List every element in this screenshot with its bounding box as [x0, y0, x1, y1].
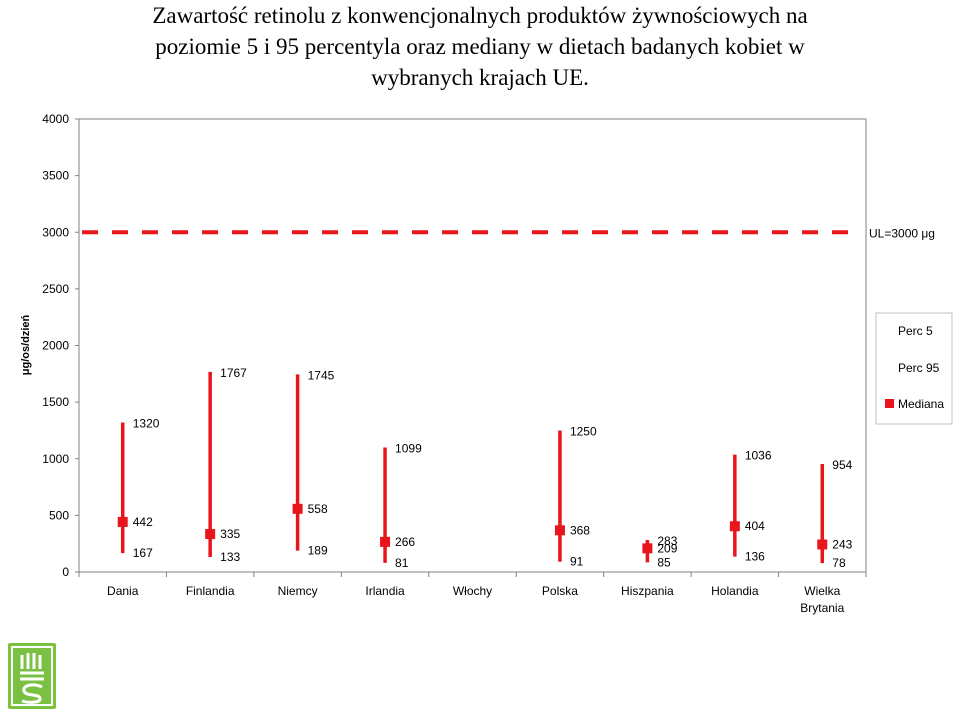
category-label: Niemcy [278, 584, 318, 598]
y-tick-label: 500 [49, 508, 69, 522]
perc5-label: 81 [395, 556, 409, 570]
median-label: 558 [308, 502, 328, 516]
category-label: Dania [107, 584, 139, 598]
perc95-label: 1745 [308, 368, 335, 382]
median-marker [292, 503, 303, 514]
category-label: Finlandia [186, 584, 235, 598]
category-label: Irlandia [365, 584, 405, 598]
median-label: 368 [570, 523, 590, 537]
perc95-label: 1767 [220, 366, 247, 380]
institute-logo [8, 643, 56, 709]
perc5-label: 133 [220, 550, 240, 564]
perc5-label: 85 [657, 555, 671, 569]
plot-area [78, 118, 867, 573]
perc5-label: 189 [308, 544, 328, 558]
y-tick-label: 1000 [42, 452, 69, 466]
perc95-label: 1320 [133, 417, 160, 431]
perc95-label: 1250 [570, 424, 597, 438]
median-label: 243 [832, 537, 852, 551]
median-marker [642, 543, 653, 554]
chart-title-line-1: Zawartość retinolu z konwencjonalnych pr… [152, 3, 808, 28]
category-label: Hiszpania [621, 584, 674, 598]
perc5-label: 91 [570, 555, 584, 569]
median-marker [554, 525, 565, 536]
y-tick-label: 3000 [42, 225, 69, 239]
y-tick-label: 4000 [42, 112, 69, 126]
perc5-label: 136 [745, 550, 765, 564]
category-label: Polska [542, 584, 578, 598]
median-label: 404 [745, 519, 765, 533]
range-chart: 0 500 1000 1500 2000 2500 3000 3500 4000 μg/os/dz… [20, 112, 953, 615]
category-label: Brytania [800, 601, 844, 615]
y-tick-label: 3500 [42, 169, 69, 183]
chart-title-line-2: poziomie 5 i 95 percentyla oraz mediany … [155, 34, 805, 59]
median-label: 266 [395, 535, 415, 549]
median-marker [817, 539, 828, 550]
legend-label-perc95: Perc 95 [898, 361, 940, 375]
median-label: 442 [133, 515, 153, 529]
perc95-label: 1099 [395, 442, 422, 456]
perc95-label: 954 [832, 458, 852, 472]
median-marker [205, 529, 216, 540]
category-label: Włochy [453, 584, 492, 598]
median-marker [117, 516, 128, 527]
y-axis-label: μg/os/dzień [20, 314, 32, 375]
y-tick-label: 2500 [42, 282, 69, 296]
median-marker [380, 536, 391, 547]
median-label: 335 [220, 527, 240, 541]
perc95-label: 283 [657, 534, 677, 548]
perc5-label: 78 [832, 556, 846, 570]
median-label: 209 [657, 541, 677, 555]
legend-marker-mediana [885, 399, 894, 408]
category-label: Wielka [804, 584, 840, 598]
perc5-label: 167 [133, 546, 153, 560]
y-tick-label: 2000 [42, 339, 69, 353]
perc95-label: 1036 [745, 449, 772, 463]
y-tick-label: 0 [62, 565, 69, 579]
chart-title: Zawartość retinolu z konwencjonalnych pr… [40, 0, 920, 93]
y-tick-label: 1500 [42, 395, 69, 409]
chart-title-line-3: wybranych krajach UE. [371, 65, 589, 90]
category-label: Holandia [711, 584, 759, 598]
legend-label-perc5: Perc 5 [898, 324, 933, 338]
median-marker [729, 521, 740, 532]
reference-line-label: UL=3000 μg [869, 226, 935, 240]
legend-label-mediana: Mediana [898, 397, 944, 411]
